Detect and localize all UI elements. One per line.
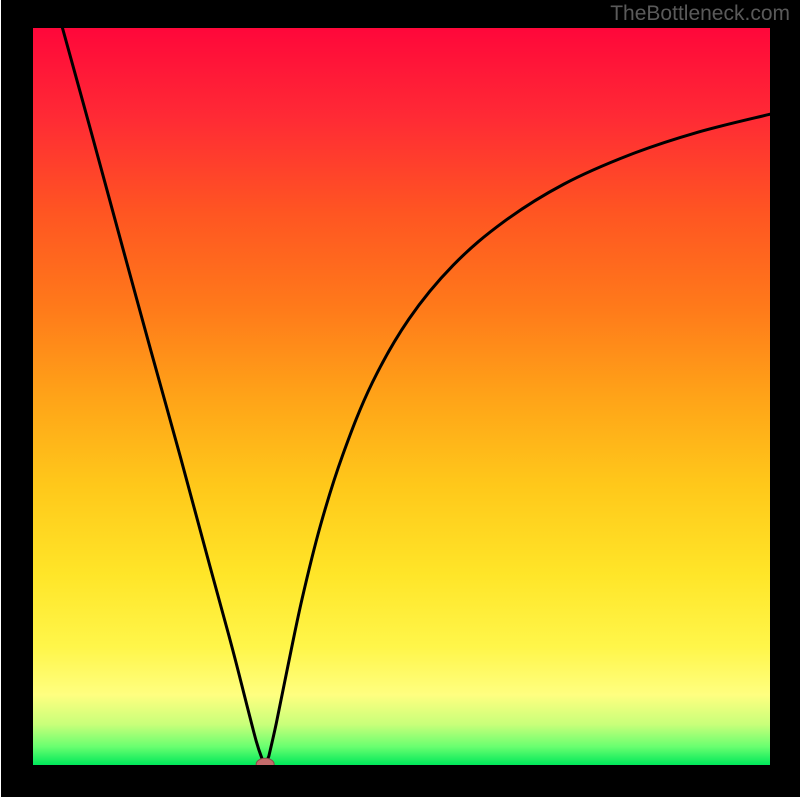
gradient-background (33, 28, 770, 765)
chart-container: TheBottleneck.com (0, 0, 800, 800)
watermark-text: TheBottleneck.com (610, 2, 790, 26)
bottleneck-chart (0, 0, 800, 800)
